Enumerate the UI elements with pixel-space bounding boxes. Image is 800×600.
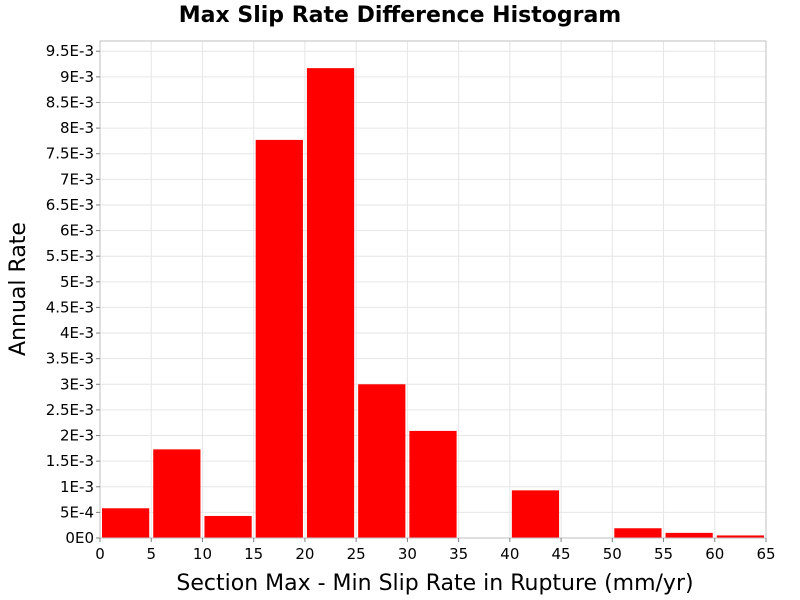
x-tick-label: 55: [654, 545, 673, 563]
chart-title: Max Slip Rate Difference Histogram: [179, 3, 621, 28]
histogram-bar: [614, 528, 662, 538]
y-tick-label: 2.5E-3: [46, 401, 94, 419]
histogram-bar: [102, 508, 150, 538]
y-tick-label: 1E-3: [60, 478, 94, 496]
x-axis-label: Section Max - Min Slip Rate in Rupture (…: [176, 571, 693, 596]
y-tick-label: 6E-3: [60, 222, 94, 240]
histogram-bar: [409, 430, 457, 538]
x-tick-label: 40: [500, 545, 519, 563]
grid-lines: [99, 41, 767, 539]
y-tick-label: 5E-3: [60, 273, 94, 291]
x-tick-label: 65: [756, 545, 775, 563]
histogram-bar: [204, 515, 252, 538]
y-tick-label: 5.5E-3: [46, 247, 94, 265]
x-tick-label: 5: [146, 545, 156, 563]
histogram-bar: [306, 68, 355, 538]
histogram-bar: [511, 490, 560, 538]
y-tick-label: 4.5E-3: [46, 298, 94, 316]
x-tick-label: 60: [705, 545, 724, 563]
x-tick-label: 30: [398, 545, 417, 563]
histogram-bar: [153, 449, 201, 538]
y-axis-ticks: 0E0 5E-4 1E-3 1.5E-3 2E-3 2.5E-3 3E-3 3.5E-3 4E-…: [46, 42, 100, 547]
x-tick-label: 0: [95, 545, 105, 563]
y-tick-label: 0E0: [65, 529, 94, 547]
y-tick-label: 7.5E-3: [46, 145, 94, 163]
y-tick-label: 9E-3: [60, 68, 94, 86]
y-tick-label: 1.5E-3: [46, 452, 94, 470]
histogram-bar: [255, 139, 303, 538]
y-tick-label: 3E-3: [60, 375, 94, 393]
plot-frame: [99, 40, 767, 539]
x-axis-ticks: 0 5 10 15 20 25 30 35 40 45 50 55 60 65: [95, 538, 776, 563]
histogram-bars: [102, 68, 764, 538]
y-tick-label: 8E-3: [60, 119, 94, 137]
y-tick-label: 6.5E-3: [46, 196, 94, 214]
x-tick-label: 15: [244, 545, 263, 563]
x-tick-label: 10: [193, 545, 212, 563]
y-tick-label: 4E-3: [60, 324, 94, 342]
y-tick-label: 8.5E-3: [46, 93, 94, 111]
x-tick-label: 20: [295, 545, 314, 563]
x-tick-label: 35: [449, 545, 468, 563]
y-tick-label: 7E-3: [60, 170, 94, 188]
histogram-bar: [716, 535, 764, 538]
y-tick-label: 5E-4: [60, 503, 94, 521]
x-tick-label: 25: [347, 545, 366, 563]
y-tick-label: 2E-3: [60, 427, 94, 445]
histogram-bar: [358, 384, 406, 538]
y-tick-label: 9.5E-3: [46, 42, 94, 60]
y-axis-label: Annual Rate: [6, 222, 31, 356]
x-tick-label: 45: [552, 545, 571, 563]
y-tick-label: 3.5E-3: [46, 350, 94, 368]
histogram-bar: [665, 532, 713, 538]
x-tick-label: 50: [603, 545, 622, 563]
